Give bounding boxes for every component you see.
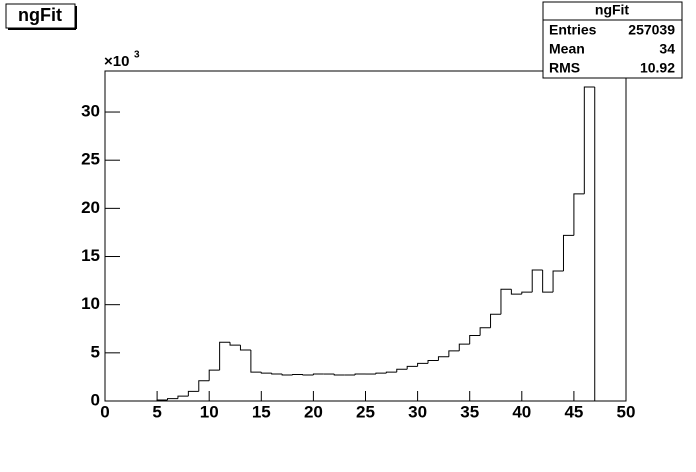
stats-box: ngFit Entries 257039 Mean 34 RMS 10.92 xyxy=(542,1,683,79)
histogram-bin xyxy=(490,313,501,328)
histogram-bin xyxy=(167,398,178,401)
y-tick-label: 30 xyxy=(81,102,100,121)
histogram-bin xyxy=(417,362,429,367)
histogram-bin xyxy=(177,395,189,399)
x-tick-label: 10 xyxy=(200,402,219,421)
x-tick-label: 25 xyxy=(356,402,375,421)
stats-value: 257039 xyxy=(628,22,675,38)
histogram-bin xyxy=(510,289,522,295)
histogram-bin xyxy=(406,365,418,370)
histogram-bin xyxy=(594,86,606,402)
stats-value: 34 xyxy=(659,41,675,57)
histogram-bin xyxy=(260,372,272,374)
histogram-bin xyxy=(208,369,220,381)
x-tick-label: 35 xyxy=(460,402,479,421)
histogram-bin xyxy=(427,360,439,364)
histogram-bin xyxy=(333,374,345,376)
histogram-bin xyxy=(198,380,210,392)
histogram-bin xyxy=(448,350,460,357)
x-tick-label: 20 xyxy=(304,402,323,421)
histogram-bin xyxy=(250,349,262,373)
histogram-bin xyxy=(396,368,408,373)
y-tick-label: 15 xyxy=(81,246,100,265)
histogram-bin xyxy=(281,374,293,376)
x-tick-label: 0 xyxy=(100,402,109,421)
x-tick-label: 15 xyxy=(252,402,271,421)
histogram-bin xyxy=(385,371,397,374)
x-tick-label: 40 xyxy=(512,402,531,421)
histogram-bin xyxy=(239,345,251,351)
y-tick-label: 20 xyxy=(81,198,100,217)
histogram-bin xyxy=(500,288,512,315)
stats-label: RMS xyxy=(549,60,580,76)
histogram-bin xyxy=(583,86,595,194)
y-tick-label: 5 xyxy=(91,342,100,361)
x-tick-label: 5 xyxy=(152,402,161,421)
stats-label: Entries xyxy=(549,22,597,38)
histogram-bin xyxy=(219,341,231,371)
y-multiplier: ×10 xyxy=(104,53,129,70)
histogram-bin xyxy=(229,342,241,346)
histogram-bin xyxy=(437,356,449,361)
histogram-bin xyxy=(562,234,574,271)
x-tick-label: 50 xyxy=(617,402,636,421)
histogram-bin xyxy=(458,343,470,351)
histogram-bin xyxy=(542,270,554,293)
stats-value: 10.92 xyxy=(640,60,675,76)
stats-title: ngFit xyxy=(595,2,630,18)
histogram-bin xyxy=(573,193,585,236)
y-tick-label: 25 xyxy=(81,150,100,169)
chart-title: ngFit xyxy=(18,5,62,25)
histogram-bin xyxy=(375,372,387,375)
stats-label: Mean xyxy=(549,41,585,57)
histogram-bin xyxy=(469,335,481,345)
y-tick-label: 0 xyxy=(91,390,100,409)
x-tick-label: 30 xyxy=(408,402,427,421)
histogram-bin xyxy=(312,373,324,375)
stats-frame xyxy=(542,1,683,79)
histogram-bin xyxy=(271,373,283,375)
histogram-bin xyxy=(156,399,168,401)
x-tick-label: 45 xyxy=(564,402,583,421)
histogram-bin xyxy=(531,269,543,293)
plot-frame xyxy=(104,70,627,402)
histogram-bin xyxy=(187,390,199,397)
title-box xyxy=(5,3,76,29)
histogram-bin xyxy=(521,291,533,295)
histogram-bin xyxy=(552,270,564,293)
y-multiplier-exponent: 3 xyxy=(134,50,140,61)
histogram-bin xyxy=(354,373,366,375)
y-tick-label: 10 xyxy=(81,294,100,313)
histogram-bin xyxy=(479,327,491,336)
